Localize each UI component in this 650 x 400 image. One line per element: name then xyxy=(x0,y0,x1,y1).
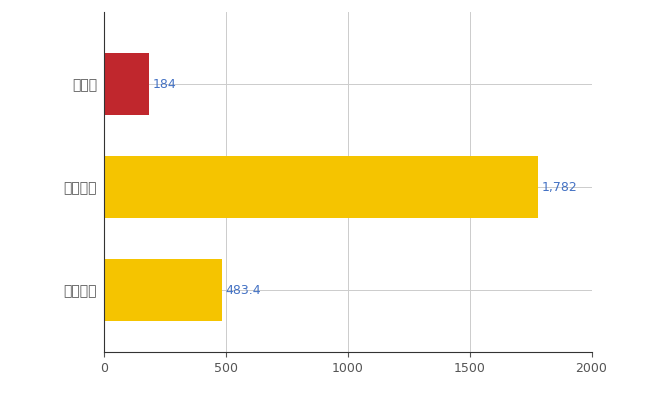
Bar xyxy=(104,259,222,321)
Text: 1,782: 1,782 xyxy=(542,181,578,194)
Text: 483.4: 483.4 xyxy=(226,284,261,297)
Bar xyxy=(104,156,538,218)
Bar xyxy=(104,53,149,115)
Text: 184: 184 xyxy=(153,78,176,91)
